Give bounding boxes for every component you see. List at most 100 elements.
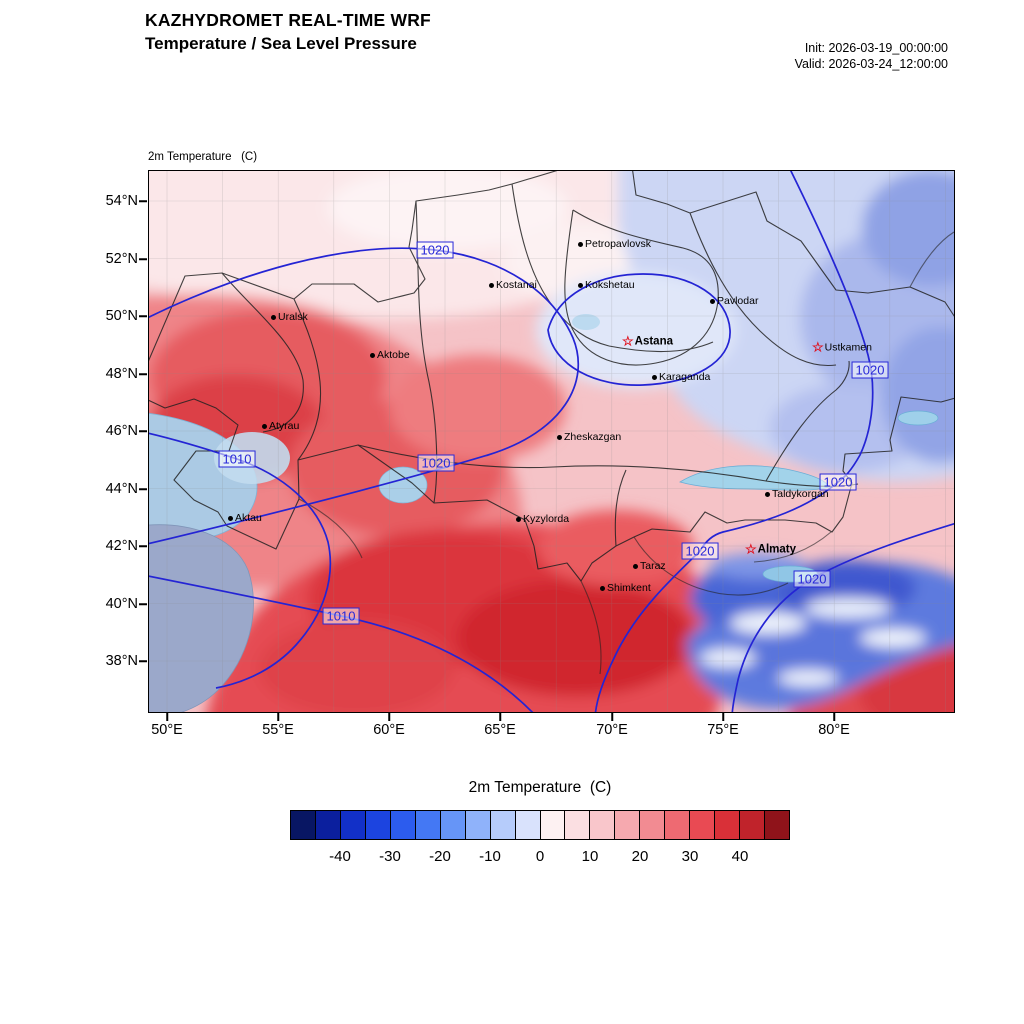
valid-time: Valid: 2026-03-24_12:00:00	[794, 57, 948, 71]
colorbar-tick-label: -10	[479, 848, 501, 865]
isobars-layer	[148, 170, 955, 713]
x-axis-tick	[277, 713, 279, 721]
capital-star-icon: ☆	[745, 541, 757, 557]
colorbar-segment	[490, 811, 516, 839]
x-axis-label: 80°E	[818, 722, 850, 738]
city-label: Petropavlovsk	[585, 238, 651, 250]
isobar-label: 1010	[322, 607, 360, 625]
x-axis-tick	[611, 713, 613, 721]
city-label: Karaganda	[659, 371, 711, 383]
city-kokshetau: Kokshetau	[578, 279, 635, 291]
city-label: Kostanai	[496, 279, 537, 291]
city-label: Aktobe	[377, 349, 410, 361]
isobar-label: 1020	[417, 454, 455, 472]
colorbar-tick-label: -30	[379, 848, 401, 865]
colorbar-segment	[565, 811, 591, 839]
colorbar-segment	[465, 811, 491, 839]
city-dot-icon	[489, 282, 494, 288]
map-overlay: Petropavlovsk Kostanai Kokshetau Pavlodar Ur…	[148, 170, 955, 713]
colorbar-tick-label: -20	[429, 848, 451, 865]
x-axis-tick	[388, 713, 390, 721]
y-axis-tick	[139, 315, 147, 317]
colorbar-segment	[315, 811, 341, 839]
isobar-line-1020-east	[594, 170, 874, 713]
lake-tengiz	[572, 314, 600, 330]
isobar-label: 1020	[793, 570, 831, 588]
city-kostanai: Kostanai	[489, 279, 537, 291]
city-aktobe: Aktobe	[370, 349, 410, 361]
city-petropavlovsk: Petropavlovsk	[578, 238, 651, 250]
kazakhstan-border	[148, 170, 955, 582]
y-axis-tick	[139, 200, 147, 202]
graticule-layer	[148, 170, 955, 713]
city-astana: ☆ Astana	[622, 335, 673, 348]
colorbar-segment	[390, 811, 416, 839]
neighbor-border	[753, 531, 832, 563]
x-axis-label: 60°E	[373, 722, 405, 738]
colorbar-segment	[715, 811, 741, 839]
colorbar	[290, 810, 790, 840]
x-axis-label: 70°E	[596, 722, 628, 738]
y-axis-label: 38°N	[105, 653, 138, 669]
y-axis-label: 50°N	[105, 308, 138, 324]
city-dot-icon	[633, 563, 638, 569]
y-axis-tick	[139, 545, 147, 547]
city-aktau: Aktau	[228, 512, 262, 524]
colorbar-title: 2m Temperature (C)	[468, 779, 612, 796]
city-dot-icon	[557, 434, 562, 440]
oblast-border	[765, 360, 850, 482]
y-axis-tick	[139, 373, 147, 375]
colorbar-tick-label: 30	[681, 848, 699, 865]
neighbor-border	[580, 580, 602, 675]
city-taraz: Taraz	[633, 560, 666, 572]
city-dot-icon	[516, 516, 521, 522]
city-dot-icon	[710, 298, 715, 304]
city-taldykorgan: Taldykorgan	[765, 488, 829, 500]
city-label: Zheskazgan	[564, 431, 622, 443]
colorbar-segment	[765, 811, 790, 839]
colorbar-tick-label: -40	[329, 848, 351, 865]
colorbar-segment	[340, 811, 366, 839]
x-axis-label: 55°E	[262, 722, 294, 738]
city-label: Uralsk	[278, 311, 308, 323]
product-title: KAZHYDROMET REAL-TIME WRF	[145, 10, 431, 30]
y-axis-label: 48°N	[105, 366, 138, 382]
city-dot-icon	[765, 491, 770, 497]
city-label: Almaty	[757, 543, 797, 555]
city-atyrau: Atyrau	[262, 420, 299, 432]
city-label: Ustkamen	[824, 341, 872, 353]
isobar-label: 1010	[218, 450, 256, 468]
city-dot-icon	[370, 352, 375, 358]
isobar-label: 1020	[851, 361, 889, 379]
y-axis-tick	[139, 660, 147, 662]
colorbar-tick-label: 10	[581, 848, 599, 865]
colorbar-segment	[440, 811, 466, 839]
colorbar-segment	[590, 811, 616, 839]
city-label: Kokshetau	[585, 279, 635, 291]
neighbor-border	[633, 536, 789, 596]
city-label: Astana	[634, 335, 674, 347]
city-dot-icon	[262, 423, 267, 429]
isobar-line-closed	[547, 273, 731, 386]
city-uralsk: Uralsk	[271, 311, 308, 323]
city-kyzylorda: Kyzylorda	[516, 513, 569, 525]
oblast-border	[293, 298, 322, 461]
colorbar-segment	[640, 811, 666, 839]
oblast-border	[614, 469, 627, 547]
colorbar-segment	[690, 811, 716, 839]
product-subtitle: Temperature / Sea Level Pressure	[145, 34, 417, 53]
colorbar-tick-label: 20	[631, 848, 649, 865]
oblast-border	[608, 341, 714, 353]
city-label: Aktau	[235, 512, 262, 524]
city-dot-icon	[228, 515, 233, 521]
city-almaty: ☆ Almaty	[745, 543, 796, 556]
y-axis-label: 54°N	[105, 193, 138, 209]
y-axis-label: 42°N	[105, 538, 138, 554]
city-karaganda: Karaganda	[652, 371, 710, 383]
colorbar-segment	[540, 811, 566, 839]
isobar-line-1020-southeast	[731, 522, 955, 713]
colorbar-segment	[665, 811, 691, 839]
x-axis-label: 50°E	[151, 722, 183, 738]
y-axis-tick	[139, 430, 147, 432]
